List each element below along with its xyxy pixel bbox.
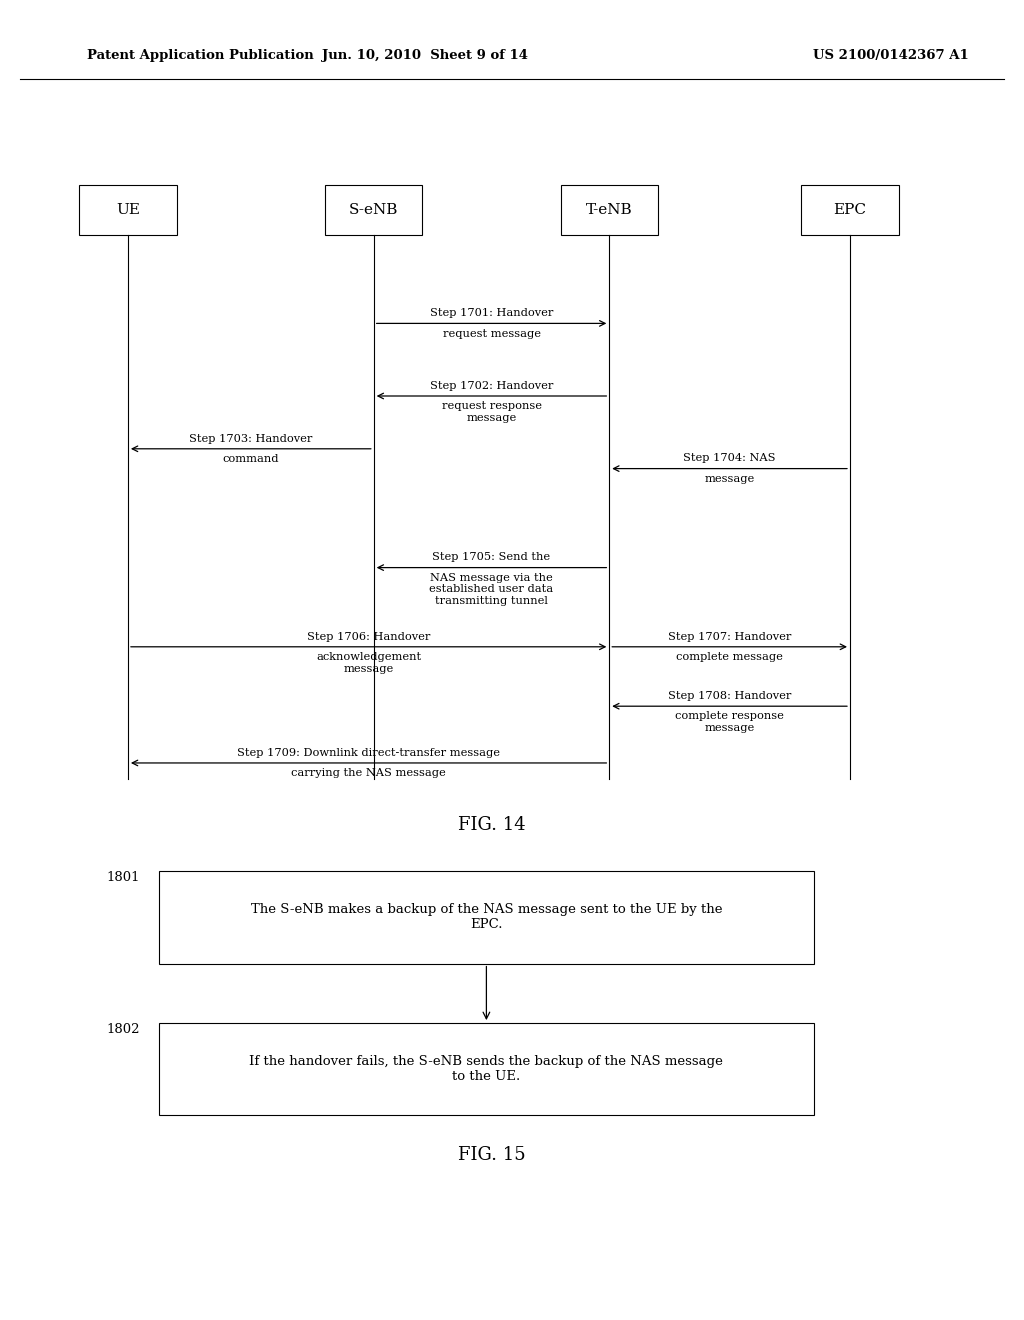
Text: Step 1705: Send the: Step 1705: Send the [432, 552, 551, 562]
Text: NAS message via the
established user data
transmitting tunnel: NAS message via the established user dat… [429, 573, 554, 606]
Bar [561, 185, 657, 235]
Text: 1801: 1801 [106, 871, 140, 884]
Text: Step 1703: Handover: Step 1703: Handover [189, 433, 312, 444]
Text: request response
message: request response message [441, 401, 542, 422]
Text: request message: request message [442, 329, 541, 339]
Text: EPC: EPC [834, 203, 866, 216]
Text: Step 1707: Handover: Step 1707: Handover [668, 631, 792, 642]
Bar [80, 185, 176, 235]
Text: Step 1704: NAS: Step 1704: NAS [683, 453, 776, 463]
Text: FIG. 14: FIG. 14 [458, 816, 525, 834]
Text: 1802: 1802 [106, 1023, 140, 1036]
Text: Patent Application Publication: Patent Application Publication [87, 49, 313, 62]
Text: Step 1709: Downlink direct-transfer message: Step 1709: Downlink direct-transfer mess… [238, 747, 500, 758]
Text: S-eNB: S-eNB [349, 203, 398, 216]
Text: command: command [222, 454, 280, 465]
Text: T-eNB: T-eNB [586, 203, 633, 216]
Bar [326, 185, 422, 235]
Text: Step 1702: Handover: Step 1702: Handover [430, 380, 553, 391]
Text: Jun. 10, 2010  Sheet 9 of 14: Jun. 10, 2010 Sheet 9 of 14 [322, 49, 528, 62]
Text: The S-eNB makes a backup of the NAS message sent to the UE by the
EPC.: The S-eNB makes a backup of the NAS mess… [251, 903, 722, 932]
Text: FIG. 15: FIG. 15 [458, 1146, 525, 1164]
Text: Step 1706: Handover: Step 1706: Handover [307, 631, 430, 642]
Text: carrying the NAS message: carrying the NAS message [291, 768, 446, 779]
Text: If the handover fails, the S-eNB sends the backup of the NAS message
to the UE.: If the handover fails, the S-eNB sends t… [250, 1055, 723, 1084]
Text: complete message: complete message [676, 652, 783, 663]
Text: message: message [705, 474, 755, 484]
Bar [801, 185, 899, 235]
Text: US 2100/0142367 A1: US 2100/0142367 A1 [813, 49, 969, 62]
Text: complete response
message: complete response message [675, 711, 784, 733]
Text: Step 1708: Handover: Step 1708: Handover [668, 690, 792, 701]
Bar [159, 871, 814, 964]
Text: Step 1701: Handover: Step 1701: Handover [430, 308, 553, 318]
Text: UE: UE [116, 203, 140, 216]
Text: acknowledgement
message: acknowledgement message [316, 652, 421, 673]
Bar [159, 1023, 814, 1115]
